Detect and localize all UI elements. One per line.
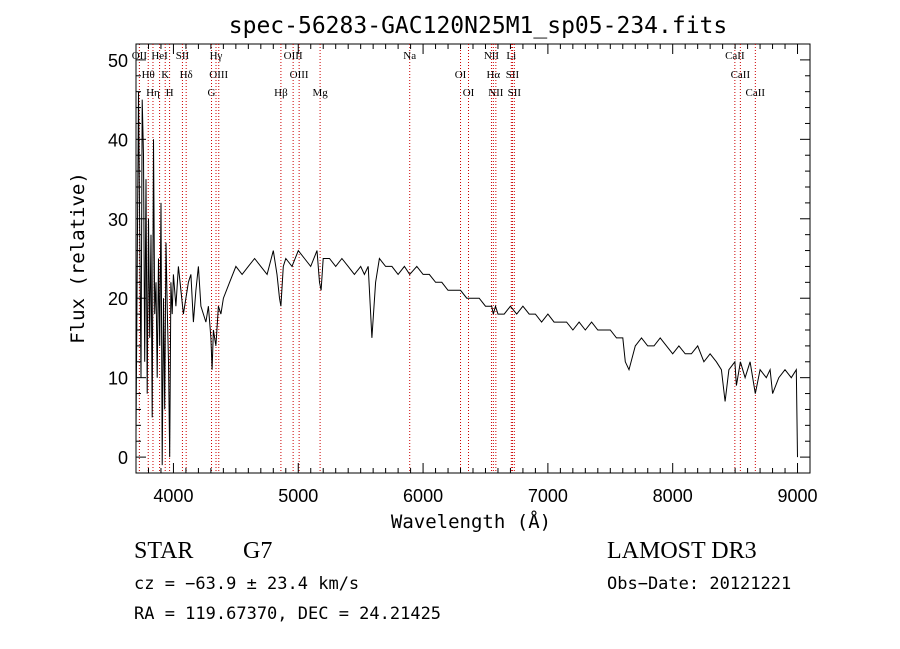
line-label-0: OII (132, 50, 148, 62)
line-label-21: Li (506, 50, 516, 62)
line-label-8: G (208, 87, 216, 99)
line-label-26: CaII (746, 87, 766, 99)
line-label-25: CaII (731, 69, 751, 81)
y-tick-label-3: 30 (108, 210, 128, 230)
line-label-13: OIII (290, 69, 309, 81)
object-class: STAR (134, 538, 194, 564)
y-tick-label-1: 10 (108, 369, 128, 389)
line-label-14: Mg (312, 87, 328, 99)
spectrum-line (135, 91, 798, 466)
x-tick-label-3: 7000 (528, 486, 568, 506)
y-tick-label-0: 0 (118, 448, 128, 468)
line-label-17: OI (463, 87, 475, 99)
x-axis: 4000 5000 6000 7000 8000 9000 (135, 44, 818, 506)
line-label-16: OI (455, 69, 467, 81)
line-label-2: Hη (146, 87, 160, 99)
line-label-11: Hβ (274, 87, 288, 99)
y-axis: 0 10 20 30 40 50 (108, 43, 810, 474)
line-label-18: NII (484, 50, 500, 62)
line-label-23: SII (508, 87, 522, 99)
line-label-6: SII (176, 50, 190, 62)
line-label-4: K (161, 69, 169, 81)
y-tick-label-5: 50 (108, 51, 128, 71)
x-tick-label-4: 8000 (653, 486, 693, 506)
line-label-9: Hγ (210, 50, 223, 62)
y-tick-label-4: 40 (108, 130, 128, 150)
line-label-7: Hδ (180, 69, 193, 81)
x-tick-label-0: 4000 (153, 486, 193, 506)
redshift-velocity: cz = −63.9 ± 23.4 km/s (134, 574, 360, 594)
y-tick-label-2: 20 (108, 289, 128, 309)
chart-title: spec-56283-GAC120N25M1_sp05-234.fits (229, 13, 728, 39)
x-tick-label-1: 5000 (278, 486, 318, 506)
x-tick-label-5: 9000 (777, 486, 817, 506)
line-label-1: Hθ (142, 69, 155, 81)
plot-frame (135, 43, 811, 474)
line-label-5: H (166, 87, 174, 99)
line-label-20: NII (488, 87, 504, 99)
spectral-line-markers (138, 44, 756, 473)
line-label-24: CaII (725, 50, 745, 62)
x-tick-label-2: 6000 (403, 486, 443, 506)
observation-date: Obs−Date: 20121221 (607, 574, 792, 594)
line-label-22: SII (506, 69, 520, 81)
line-label-10: OIII (209, 69, 228, 81)
survey-name: LAMOST DR3 (607, 538, 757, 564)
x-axis-label: Wavelength (Å) (391, 510, 551, 533)
line-label-15: Na (403, 50, 416, 62)
line-label-19: Hα (486, 69, 500, 81)
coordinates: RA = 119.67370, DEC = 24.21425 (134, 604, 442, 624)
spectral-line-labels: OIIHθHηHeIKHSIIHδGHγOIIIHβOIIIOIIIMgNaOI… (132, 50, 766, 99)
line-label-3: HeI (151, 50, 168, 62)
object-subclass: G7 (243, 538, 273, 564)
line-label-12: OIII (284, 50, 303, 62)
y-axis-label: Flux (relative) (67, 172, 89, 344)
